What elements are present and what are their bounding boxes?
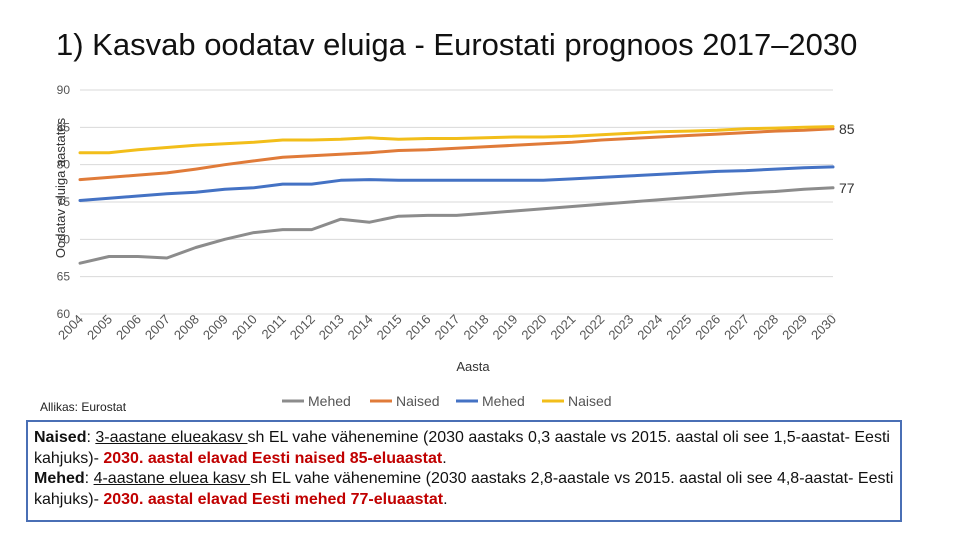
x-tick-label: 2021: [547, 312, 578, 343]
y-tick-label: 70: [57, 232, 71, 246]
x-tick-label: 2014: [345, 312, 376, 343]
women-highlight: 2030. aastal elavad Eesti naised 85-elua…: [103, 449, 443, 467]
x-tick-label: 2023: [605, 312, 636, 343]
men-text-1: :: [84, 470, 94, 487]
chart-title: 1) Kasvab oodatav eluiga - Eurostati pro…: [56, 27, 858, 62]
x-axis-ticks: 2004200520062007200820092010201120122013…: [55, 312, 839, 343]
legend-label: Naised: [568, 393, 612, 409]
legend: Mehed Naised Mehed Naised: [282, 393, 612, 409]
y-tick-label: 80: [57, 158, 71, 172]
x-tick-label: 2016: [403, 312, 434, 343]
x-tick-label: 2028: [750, 312, 781, 343]
x-tick-label: 2029: [779, 312, 810, 343]
x-tick-label: 2019: [489, 312, 520, 343]
women-text-1: :: [86, 429, 96, 446]
data-label: 77: [839, 180, 855, 196]
x-tick-label: 2025: [663, 312, 694, 343]
x-tick-label: 2007: [142, 312, 173, 343]
x-tick-label: 2006: [113, 312, 144, 343]
series-line-mehed-3: [78, 165, 835, 202]
x-tick-label: 2026: [692, 312, 723, 343]
men-text-2: sh EL vahe vähenemine (2030 aastaks 2,8-…: [34, 470, 894, 508]
y-tick-label: 65: [57, 270, 71, 284]
x-tick-label: 2027: [721, 312, 752, 343]
y-axis-ticks: 60 65 70 75 80 85 90: [57, 83, 71, 321]
x-tick-label: 2018: [461, 312, 492, 343]
women-underlined: 3-aastane elueakasv: [95, 429, 248, 446]
x-tick-label: 2024: [634, 312, 665, 343]
line-chart: 60 65 70 75 80 85 90 2004200520062007200820092…: [53, 83, 855, 409]
x-tick-label: 2010: [229, 312, 260, 343]
men-label: Mehed: [34, 470, 85, 487]
y-tick-label: 90: [57, 83, 71, 97]
legend-label: Mehed: [482, 393, 525, 409]
x-tick-label: 2022: [576, 312, 607, 343]
series-line-naised-2: [78, 127, 835, 182]
men-highlight: 2030. aastal elavad Eesti mehed 77-eluaa…: [103, 490, 444, 508]
men-end: .: [443, 490, 448, 508]
y-tick-label: 75: [57, 195, 71, 209]
x-axis-label: Aasta: [456, 359, 490, 374]
y-tick-label: 60: [57, 307, 71, 321]
x-tick-label: 2012: [287, 312, 318, 343]
women-label: Naised: [34, 429, 87, 446]
legend-label: Mehed: [308, 393, 351, 409]
series-lines: [78, 125, 835, 265]
grid-lines: [80, 89, 833, 315]
x-tick-label: 2011: [258, 312, 288, 342]
women-text-2: sh EL vahe vähenemine (2030 aastaks 0,3 …: [34, 429, 890, 467]
x-tick-label: 2013: [316, 312, 347, 343]
source-note: Allikas: Eurostat: [40, 400, 127, 414]
x-tick-label: 2017: [432, 312, 463, 343]
y-axis-label: Oodatav eluiga aastates: [53, 117, 68, 258]
data-label: 85: [839, 121, 855, 137]
x-tick-label: 2008: [171, 312, 202, 343]
legend-label: Naised: [396, 393, 440, 409]
x-tick-label: 2015: [374, 312, 405, 343]
series-line-naised-4: [78, 125, 835, 155]
x-tick-label: 2005: [84, 312, 115, 343]
x-tick-label: 2020: [518, 312, 549, 343]
x-tick-label: 2030: [808, 312, 839, 343]
women-end: .: [442, 449, 447, 467]
x-tick-label: 2009: [200, 312, 231, 343]
summary-text-box: Naised: 3-aastane elueakasv sh EL vahe v…: [26, 420, 902, 522]
men-underlined: 4-aastane eluea kasv: [93, 470, 251, 487]
y-tick-label: 85: [57, 120, 71, 134]
annotations: 85 77: [839, 121, 855, 196]
series-line-mehed-1: [78, 186, 835, 265]
